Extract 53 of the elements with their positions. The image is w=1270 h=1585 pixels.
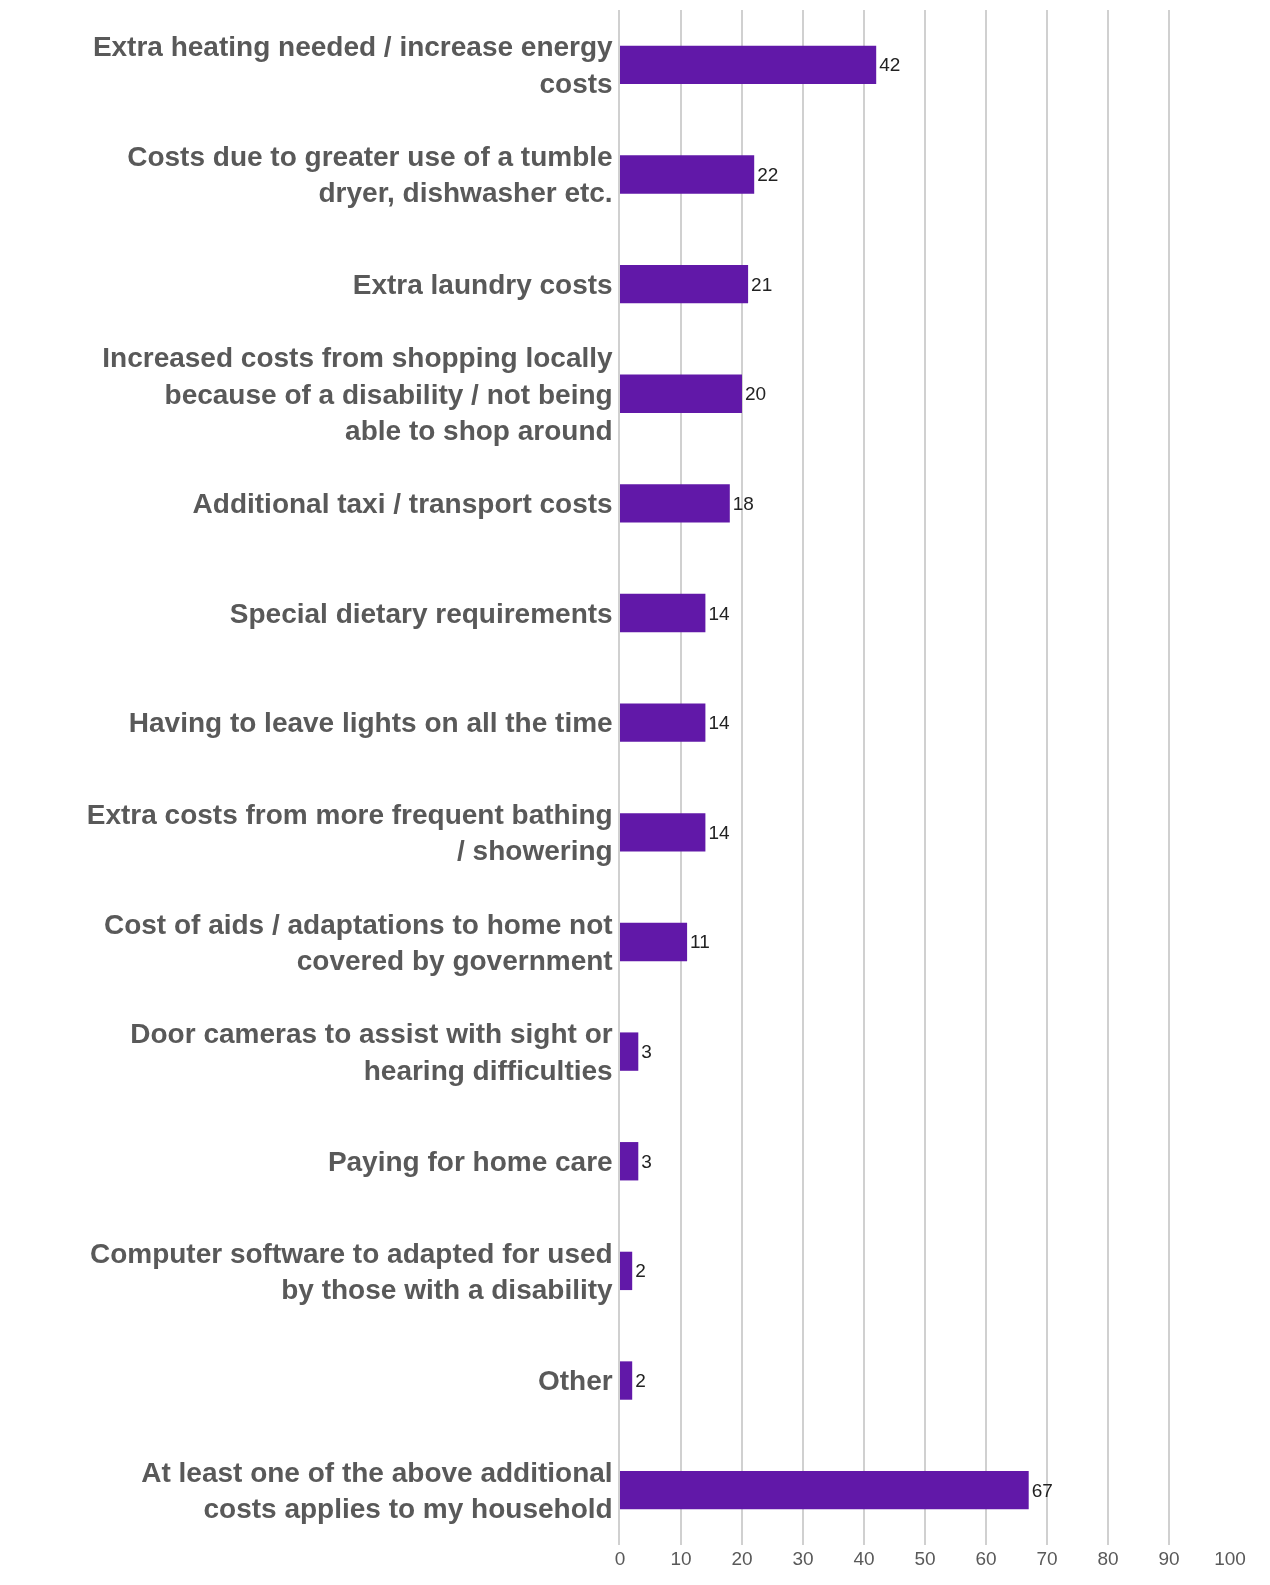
bar xyxy=(620,703,706,742)
x-tick-label: 20 xyxy=(731,1548,753,1569)
bar xyxy=(620,922,688,962)
x-tick-label: 70 xyxy=(1036,1548,1058,1569)
bar xyxy=(620,1361,633,1400)
x-tick-label: 100 xyxy=(1214,1548,1246,1569)
y-tick-label: Additional taxi / transport costs xyxy=(192,488,613,520)
data-label: 20 xyxy=(745,383,767,405)
bar xyxy=(620,1470,1029,1510)
data-label: 3 xyxy=(641,1041,652,1063)
data-label: 18 xyxy=(732,492,754,514)
data-label: 2 xyxy=(635,1260,646,1282)
y-tick-label: Having to leave lights on all the time xyxy=(128,707,613,739)
y-tick-label: Extra laundry costs xyxy=(352,268,613,300)
data-label: 14 xyxy=(708,602,730,624)
x-tick-label: 50 xyxy=(914,1548,936,1569)
bar xyxy=(620,1032,639,1071)
bar xyxy=(620,264,749,304)
y-tick-label: Paying for home care xyxy=(327,1146,613,1178)
data-label: 11 xyxy=(690,931,710,953)
data-label: 42 xyxy=(879,54,901,76)
bar xyxy=(620,484,730,523)
y-tick-label: Other xyxy=(537,1365,613,1397)
x-tick-label: 10 xyxy=(670,1548,692,1569)
x-tick-label: 0 xyxy=(614,1548,626,1569)
data-label: 67 xyxy=(1031,1479,1053,1501)
y-tick-label: Special dietary requirements xyxy=(229,597,613,629)
data-label: 2 xyxy=(635,1370,646,1392)
bar xyxy=(620,45,877,85)
data-label: 21 xyxy=(751,273,773,295)
x-tick-label: 80 xyxy=(1097,1548,1119,1569)
bar xyxy=(620,813,706,852)
y-tick-label: Extra heating needed / increase energy costs xyxy=(92,31,614,99)
y-tick-label: Extra costs from more frequent bathing / showering xyxy=(86,798,613,867)
data-label: 14 xyxy=(708,712,730,734)
data-label: 14 xyxy=(708,821,730,843)
bar xyxy=(620,593,706,633)
bar xyxy=(620,1142,639,1181)
x-tick-label: 60 xyxy=(975,1548,997,1569)
bar xyxy=(620,374,742,413)
y-tick-label: Cost of aids / adaptations to home not covered by government xyxy=(103,908,613,976)
bar xyxy=(620,155,755,194)
y-tick-label: Computer software to adapted for used by those with a disability xyxy=(89,1237,614,1305)
bar xyxy=(620,1251,633,1291)
x-tick-label: 90 xyxy=(1158,1548,1180,1569)
data-label: 22 xyxy=(757,163,779,185)
x-tick-label: 30 xyxy=(792,1548,814,1569)
x-tick-label: 40 xyxy=(853,1548,875,1569)
y-tick-label: Increased costs from shopping locally because of a disability / not being able to shop around xyxy=(102,342,614,446)
data-label: 3 xyxy=(641,1150,652,1172)
y-tick-label: Door cameras to assist with sight or hearing difficulties xyxy=(130,1018,613,1086)
y-tick-label: Costs due to greater use of a tumble dryer, dishwasher etc. xyxy=(127,141,613,209)
y-tick-label: At least one of the above additional costs applies to my household xyxy=(141,1456,613,1525)
